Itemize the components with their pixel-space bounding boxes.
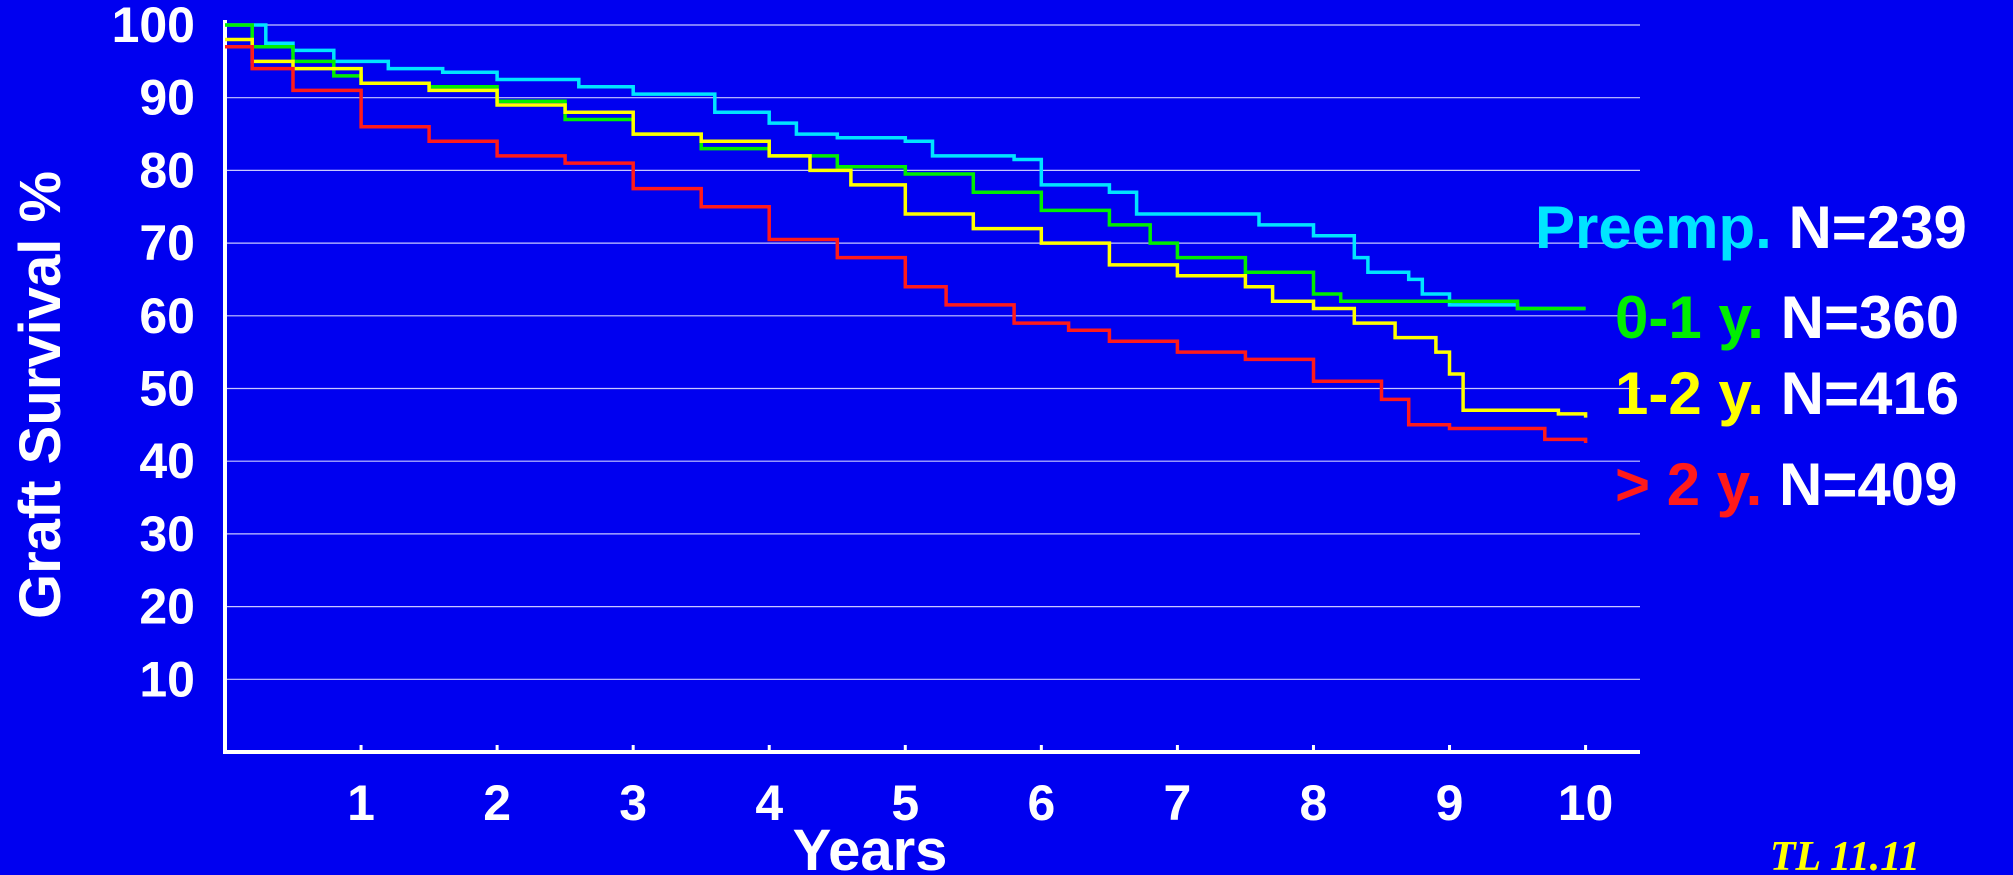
x-tick-label-2: 2 (483, 775, 511, 831)
series-lines (225, 23, 1588, 443)
series-line-3 (225, 45, 1588, 443)
x-tick-label-4: 4 (755, 775, 783, 831)
y-tick-label-20: 20 (139, 579, 195, 635)
legend-series-name-1: 0-1 y. (1615, 284, 1781, 351)
axes (223, 20, 1640, 754)
legend-series-name-3: > 2 y. (1615, 451, 1779, 518)
y-tick-label-60: 60 (139, 288, 195, 344)
legend-entry-2: 1-2 y. N=416 (1615, 360, 1959, 427)
legend-series-name-0: Preemp. (1535, 194, 1788, 261)
x-tick-label-1: 1 (347, 775, 375, 831)
x-tick-label-9: 9 (1436, 775, 1464, 831)
x-tick-label-10: 10 (1558, 775, 1614, 831)
y-tick-label-80: 80 (139, 142, 195, 198)
y-tick-label-10: 10 (139, 651, 195, 707)
legend-n-label-3: N=409 (1779, 451, 1957, 518)
x-tick-label-5: 5 (891, 775, 919, 831)
legend-n-label-2: N=416 (1781, 360, 1959, 427)
y-tick-label-40: 40 (139, 433, 195, 489)
series-line-2 (225, 37, 1588, 418)
y-axis-title: Graft Survival % (8, 171, 73, 619)
footnote-annotation: TL 11.11 (1770, 834, 1920, 875)
x-tick-label-3: 3 (619, 775, 647, 831)
y-tick-label-90: 90 (139, 70, 195, 126)
legend-entry-0: Preemp. N=239 (1535, 194, 1967, 261)
grid-lines (225, 24, 1640, 680)
y-tick-label-70: 70 (139, 215, 195, 271)
tick-labels: 10 20 30 40 50 60 70 80 90 100 1 2 3 4 5 6 7 8 9 10 (112, 0, 1614, 831)
y-tick-label-30: 30 (139, 506, 195, 562)
x-tick-label-6: 6 (1027, 775, 1055, 831)
legend-entry-3: > 2 y. N=409 (1615, 451, 1958, 518)
legend-series-name-2: 1-2 y. (1615, 360, 1781, 427)
y-tick-label-100: 100 (112, 0, 195, 53)
legend-n-label-1: N=360 (1781, 284, 1959, 351)
legend-entry-1: 0-1 y. N=360 (1615, 284, 1959, 351)
y-tick-label-50: 50 (139, 361, 195, 417)
x-tick-label-8: 8 (1300, 775, 1328, 831)
legend-n-label-0: N=239 (1788, 194, 1966, 261)
series-line-0 (225, 23, 1586, 311)
x-axis-title: Years (793, 818, 948, 875)
x-tick-label-7: 7 (1163, 775, 1191, 831)
